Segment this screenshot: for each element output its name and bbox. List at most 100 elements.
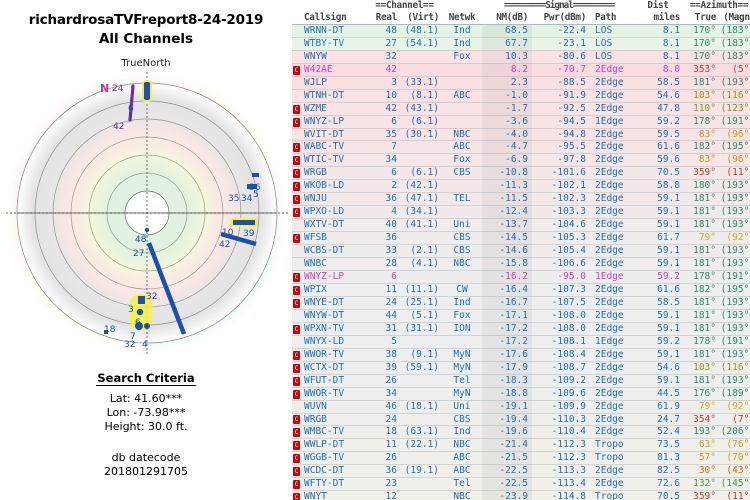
cell-azimuth-true: 181° [680, 218, 716, 233]
table-row[interactable]: WCBS-DT 33 (2.1) CBS -14.6 -105.4 2Edge 59.1 181… [292, 244, 750, 259]
cell-azimuth-true: 30° [680, 464, 716, 479]
cell-azimuth-magn: (70°) [716, 451, 750, 466]
cell-azimuth-magn: (11°) [716, 166, 750, 181]
signal-table-panel[interactable]: ==Channel== =========Signal========= Dis… [292, 0, 750, 500]
cea-flag-badge: C [293, 363, 300, 373]
table-row[interactable]: C WPIX 11 (11.1) CW -16.4 -107.3 2Edge 61.6 182°(… [292, 283, 750, 297]
cell-real-channel: 7 [367, 140, 397, 155]
table-row[interactable]: C WFTY-DT 23 Tel -22.5 -113.4 2Edge 72.6 132° (14… [292, 477, 750, 492]
cea-flag-badge: C [293, 182, 300, 192]
table-row[interactable]: C WPXN-TV 31 (31.1) ION -17.2 -108.0 2Edge 59.1 1… [292, 322, 750, 336]
table-row[interactable]: C WWLP-DT 11 (22.1) NBC -21.4 -112.3 Tropo 73.5 6… [292, 438, 750, 453]
north-marker-label: N [100, 82, 110, 95]
table-row[interactable]: WVIT-DT 35 (30.1) NBC -4.0 -94.8 2Edge 59.5 83°(… [292, 128, 750, 142]
table-row[interactable]: C WRGB 6 (6.1) CBS -10.8 -101.6 2Edge 70.5 359° (1… [292, 166, 750, 181]
cell-azimuth-true: 132° [680, 477, 716, 492]
cell-distance-miles: 47.8 [636, 102, 680, 116]
cell-path: 2Edge [590, 322, 636, 336]
table-row[interactable]: C WCTX-DT 39 (59.1) MyN -17.9 -108.7 2Edge 54.6 1… [292, 361, 750, 375]
cell-virtual-channel: (25.1) [397, 296, 442, 310]
cell-virtual-channel: (48.1) [397, 24, 442, 38]
cell-nm-db: -1.7 [482, 102, 532, 116]
column-header-real[interactable]: Real [367, 11, 397, 25]
cell-nm-db: -17.2 [482, 335, 532, 349]
cell-power-dbm: -108.7 [532, 361, 590, 375]
cell-azimuth-magn: (191°) [716, 115, 750, 129]
cell-distance-miles: 8.1 [636, 50, 680, 64]
column-header-virt[interactable]: (Virt) [397, 11, 442, 25]
cell-distance-miles: 52.4 [636, 425, 680, 440]
column-header-pwr[interactable]: Pwr(dBm) [532, 11, 590, 25]
cell-azimuth-true: 181° [680, 322, 716, 336]
table-row[interactable]: WRNN-DT 48 (48.1) Ind 68.5 -22.4 LOS 8.1 170° (18… [292, 24, 750, 38]
table-body: WRNN-DT 48 (48.1) Ind 68.5 -22.4 LOS 8.1 170° (18… [292, 24, 750, 500]
table-row[interactable]: C WNYZ-LP 6 (6.1) -3.6 -94.5 1Edge 59.2 178° (191… [292, 115, 750, 129]
cell-path: 1Edge [590, 115, 636, 129]
cell-nm-db: -11.5 [482, 192, 532, 207]
table-row[interactable]: WXTV-DT 40 (41.1) Uni -13.7 -104.6 2Edge 59.1 18… [292, 218, 750, 233]
table-row[interactable]: C WGGB-TV 26 ABC -21.5 -112.3 Tropo 81.3 57° (70°… [292, 451, 750, 466]
signal-table: ==Channel== =========Signal========= Dis… [292, 0, 750, 500]
cell-real-channel: 35 [367, 128, 397, 142]
cell-callsign: WNYW-DT [301, 309, 367, 323]
table-row[interactable]: WUVN 46 (18.1) Uni -19.1 -109.9 2Edge 61.9 79° (9… [292, 400, 750, 414]
table-row[interactable]: C WMBC-TV 18 (63.1) Ind -19.6 -110.4 2Edge 52.4 1… [292, 425, 750, 440]
cell-azimuth-magn: (193°) [716, 244, 750, 259]
cell-nm-db: -16.2 [482, 270, 532, 284]
cell-path: 2Edge [590, 63, 636, 77]
table-row[interactable]: C WWOR-TV 34 MyN -18.8 -109.6 2Edge 44.5 176° (18… [292, 387, 750, 401]
table-row[interactable]: C WWOR-TV 38 (9.1) MyN -17.6 -108.4 2Edge 59.1 18… [292, 348, 750, 362]
column-header-path[interactable]: Path [590, 11, 636, 25]
cell-path: 2Edge [590, 76, 636, 90]
cell-path: 2Edge [590, 374, 636, 388]
cea-flag-empty [292, 337, 299, 346]
column-header-magn[interactable]: (Magn) [716, 11, 750, 25]
cell-azimuth-magn: (189°) [716, 387, 750, 401]
cea-flag-badge: C [293, 234, 300, 244]
table-row[interactable]: WNBC 28 (4.1) NBC -15.8 -106.6 2Edge 59.1 181° (1… [292, 257, 750, 272]
cell-power-dbm: -94.8 [532, 128, 590, 142]
cell-azimuth-magn: (193°) [716, 296, 750, 310]
column-header-netwk[interactable]: Netwk [442, 11, 482, 25]
cell-network [442, 76, 482, 90]
table-row[interactable]: C WNJU 36 (47.1) TEL -11.5 -102.3 2Edge 59.1 181°… [292, 192, 750, 207]
cell-distance-miles: 73.5 [636, 438, 680, 453]
table-row[interactable]: C WZME 42 (43.1) -1.7 -92.5 2Edge 47.8 110° (123°… [292, 102, 750, 116]
cell-azimuth-true: 178° [680, 270, 716, 284]
cell-power-dbm: -88.5 [532, 76, 590, 90]
column-header-nm[interactable]: NM(dB) [482, 11, 532, 25]
table-row[interactable]: C WNYE-DT 24 (25.1) Ind -16.7 -107.5 2Edge 58.5 1… [292, 296, 750, 310]
cell-nm-db: -11.3 [482, 179, 532, 194]
cell-power-dbm: -108.1 [532, 335, 590, 349]
cell-real-channel: 26 [367, 451, 397, 466]
table-row[interactable]: C WKOB-LD 2 (42.1) -11.3 -102.1 2Edge 58.8 180°(… [292, 179, 750, 194]
cell-power-dbm: -113.4 [532, 477, 590, 492]
cell-virtual-channel: (30.1) [397, 128, 442, 142]
cell-nm-db: -1.0 [482, 89, 532, 103]
column-header-true[interactable]: True [680, 11, 716, 25]
cell-azimuth-true: 63° [680, 438, 716, 453]
table-row[interactable]: C WCDC-DT 36 (19.1) ABC -22.5 -113.3 2Edge 82.5 3… [292, 464, 750, 479]
table-row[interactable]: WTBY-TV 27 (54.1) Ind 67.7 -23.1 LOS 8.1 170° (18… [292, 37, 750, 51]
table-row[interactable]: C WPXO-LD 4 (34.1) -12.4 -103.3 2Edge 59.1 181°(… [292, 205, 750, 220]
cell-network: CBS [442, 231, 482, 246]
table-row[interactable]: C WFUT-DT 26 Tel -18.3 -109.2 2Edge 59.1 181° (19… [292, 374, 750, 388]
table-row[interactable]: WTNH-DT 10 (8.1) ABC -1.0 -91.9 2Edge 54.6 103°(… [292, 89, 750, 103]
cell-power-dbm: -103.3 [532, 205, 590, 220]
table-row[interactable]: WNYW-DT 44 (5.1) Fox -17.1 -108.0 2Edge 59.1 181… [292, 309, 750, 323]
true-north-label: TrueNorth [121, 58, 171, 69]
plot-marker-label: 18 [104, 325, 116, 335]
column-header-miles[interactable]: miles [636, 11, 680, 25]
cell-nm-db: -4.0 [482, 128, 532, 142]
column-header-callsign[interactable]: Callsign [301, 11, 367, 25]
